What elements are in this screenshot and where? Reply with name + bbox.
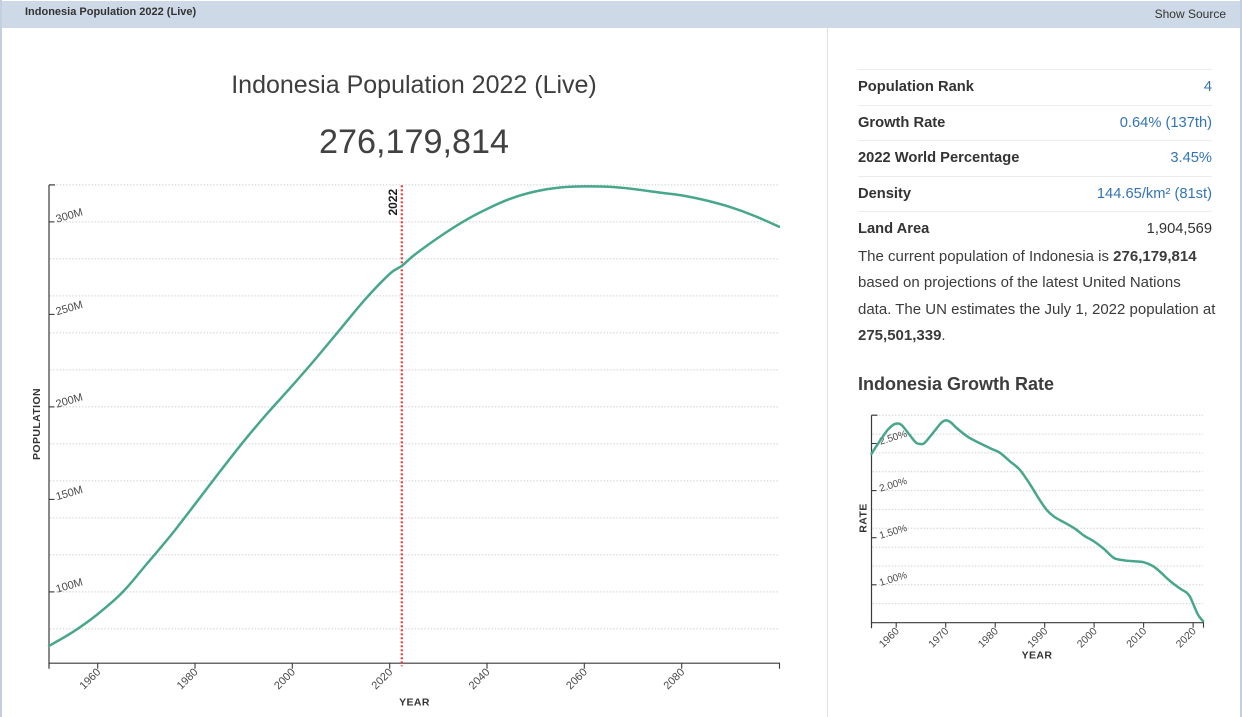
svg-text:2060: 2060 bbox=[564, 666, 590, 692]
svg-text:1990: 1990 bbox=[1025, 625, 1050, 650]
svg-text:2010: 2010 bbox=[1124, 625, 1149, 650]
svg-text:1980: 1980 bbox=[976, 625, 1001, 650]
svg-text:2020: 2020 bbox=[1174, 625, 1199, 650]
svg-text:1.00%: 1.00% bbox=[878, 570, 908, 589]
svg-text:200M: 200M bbox=[55, 391, 85, 410]
svg-text:RATE: RATE bbox=[858, 503, 870, 532]
svg-text:100M: 100M bbox=[55, 576, 85, 595]
svg-text:2000: 2000 bbox=[272, 666, 298, 692]
svg-text:1970: 1970 bbox=[926, 625, 951, 650]
svg-text:250M: 250M bbox=[55, 299, 85, 318]
svg-text:1.50%: 1.50% bbox=[878, 523, 908, 542]
svg-text:2020: 2020 bbox=[370, 666, 396, 692]
svg-text:YEAR: YEAR bbox=[1022, 650, 1053, 662]
svg-text:2000: 2000 bbox=[1075, 625, 1100, 650]
svg-text:150M: 150M bbox=[55, 484, 85, 503]
svg-text:YEAR: YEAR bbox=[399, 697, 430, 709]
svg-text:2040: 2040 bbox=[467, 666, 493, 692]
svg-text:1960: 1960 bbox=[877, 625, 902, 650]
svg-text:2022: 2022 bbox=[386, 188, 400, 215]
svg-text:2.00%: 2.00% bbox=[878, 476, 908, 495]
svg-text:2080: 2080 bbox=[662, 666, 688, 692]
svg-text:1960: 1960 bbox=[78, 666, 104, 692]
svg-text:300M: 300M bbox=[55, 206, 85, 225]
svg-text:POPULATION: POPULATION bbox=[31, 388, 43, 460]
svg-text:1980: 1980 bbox=[175, 666, 201, 692]
